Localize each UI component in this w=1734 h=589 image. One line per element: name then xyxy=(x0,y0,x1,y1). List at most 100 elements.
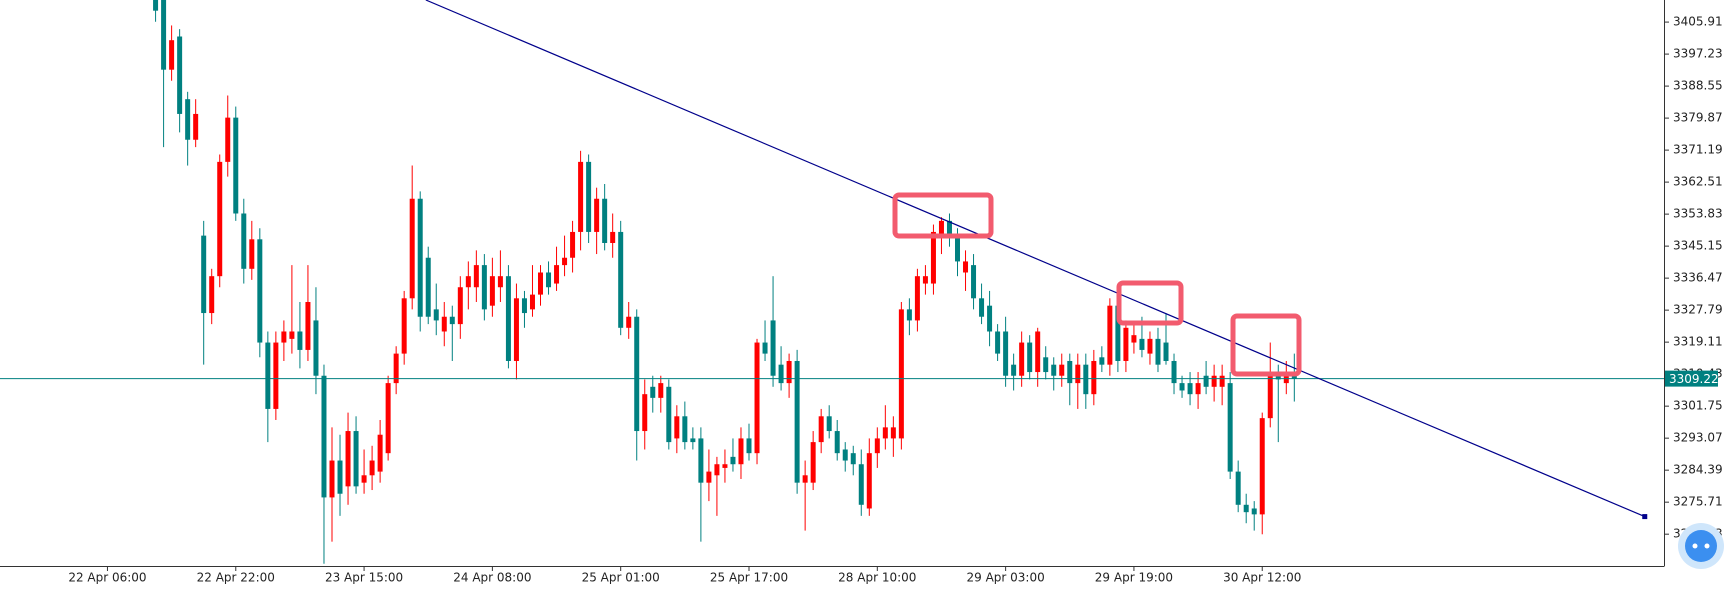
candle-body xyxy=(273,342,279,409)
candle-body xyxy=(1035,331,1041,373)
candle-body xyxy=(297,331,303,350)
candle-body xyxy=(906,309,912,321)
candle-body xyxy=(1091,360,1097,395)
candle-body xyxy=(618,231,624,328)
candle-body xyxy=(1123,327,1129,361)
candle-body xyxy=(257,239,263,343)
y-tick-label: 3293.07 xyxy=(1673,431,1723,445)
y-tick-label: 3397.23 xyxy=(1673,47,1723,61)
x-tick-label: 22 Apr 06:00 xyxy=(68,571,146,585)
candle-body xyxy=(497,276,503,288)
candle-body xyxy=(730,456,736,465)
candle-body xyxy=(169,40,175,70)
candle-body xyxy=(1227,383,1233,472)
candle-body xyxy=(722,464,728,468)
candle-body xyxy=(770,320,776,376)
x-tick-label: 29 Apr 03:00 xyxy=(966,571,1044,585)
candle-body xyxy=(979,298,985,317)
candle-body xyxy=(153,0,159,11)
candle-body xyxy=(241,213,247,269)
candle-body xyxy=(850,453,856,465)
candle-body xyxy=(1179,383,1185,391)
candle-body xyxy=(417,198,423,317)
x-tick-label: 24 Apr 08:00 xyxy=(453,571,531,585)
candle-body xyxy=(1251,508,1257,515)
candle-body xyxy=(706,471,712,483)
candle-body xyxy=(682,416,688,443)
candle-body xyxy=(1139,338,1145,350)
candle-body xyxy=(874,438,880,454)
candle-body xyxy=(987,305,993,332)
y-tick-label: 3327.79 xyxy=(1673,303,1723,317)
candle-body xyxy=(1259,418,1265,515)
candle-body xyxy=(377,434,383,472)
candle-body xyxy=(578,161,584,232)
y-tick-label: 3388.55 xyxy=(1673,79,1723,93)
candle-body xyxy=(1051,364,1057,376)
candle-body xyxy=(995,331,1001,354)
candle-body xyxy=(513,298,519,361)
highlight-box xyxy=(1230,313,1302,377)
chat-icon[interactable] xyxy=(1678,523,1724,569)
y-tick-label: 3379.87 xyxy=(1673,111,1723,125)
candle-body xyxy=(586,161,592,232)
candle-body xyxy=(963,261,969,273)
candle-body xyxy=(1027,342,1033,373)
candle-body xyxy=(690,438,696,443)
candle-body xyxy=(786,360,792,384)
candle-body xyxy=(529,294,535,310)
candle-body xyxy=(1291,375,1297,379)
candle-body xyxy=(658,383,664,398)
candle-body xyxy=(882,427,888,439)
candle-body xyxy=(385,383,391,454)
candle-body xyxy=(794,360,800,483)
candle-body xyxy=(329,460,335,498)
candle-body xyxy=(650,386,656,398)
y-tick-label: 3371.19 xyxy=(1673,143,1723,157)
candle-body xyxy=(449,316,455,325)
candle-body xyxy=(1131,335,1137,343)
candle-body xyxy=(546,272,552,288)
candle-body xyxy=(185,99,191,140)
candle-body xyxy=(810,442,816,483)
chat-icon-face[interactable] xyxy=(1685,530,1717,562)
x-tick-label: 29 Apr 19:00 xyxy=(1095,571,1173,585)
candle-body xyxy=(1003,331,1009,376)
candle-body xyxy=(1275,375,1281,380)
candle-body xyxy=(1019,342,1025,376)
candle-body xyxy=(570,231,576,258)
candle-body xyxy=(898,309,904,439)
candle-body xyxy=(353,431,359,487)
candle-body xyxy=(955,235,961,262)
candle-body xyxy=(971,265,977,299)
x-tick-label: 25 Apr 17:00 xyxy=(710,571,788,585)
candle-body xyxy=(1099,357,1105,365)
chat-icon-eye xyxy=(1704,543,1710,549)
y-tick-label: 3301.75 xyxy=(1673,399,1723,413)
candle-body xyxy=(922,276,928,284)
candle-body xyxy=(1235,471,1241,505)
candle-body xyxy=(1075,364,1081,384)
candle-body xyxy=(834,431,840,454)
candle-body xyxy=(610,231,616,243)
candle-body xyxy=(738,438,744,465)
candle-body xyxy=(634,316,640,432)
y-tick-label: 3362.51 xyxy=(1673,175,1723,189)
highlight-box xyxy=(892,192,994,239)
axes: 3267.033275.713284.393293.073301.753310.… xyxy=(68,15,1722,585)
candle-body xyxy=(401,298,407,354)
current-price-label: 3309.22 xyxy=(1669,372,1719,386)
candle-body xyxy=(321,375,327,498)
candle-body xyxy=(826,416,832,432)
y-tick-label: 3275.71 xyxy=(1673,495,1723,509)
candle-body xyxy=(842,449,848,461)
candle-body xyxy=(698,438,704,483)
candle-body xyxy=(890,427,896,439)
candle-body xyxy=(1115,305,1121,361)
x-tick-label: 22 Apr 22:00 xyxy=(197,571,275,585)
candle-body xyxy=(521,298,527,314)
candle-body xyxy=(233,117,239,214)
candle-body xyxy=(802,475,808,483)
x-tick-label: 30 Apr 12:00 xyxy=(1223,571,1301,585)
candle-body xyxy=(505,276,511,361)
